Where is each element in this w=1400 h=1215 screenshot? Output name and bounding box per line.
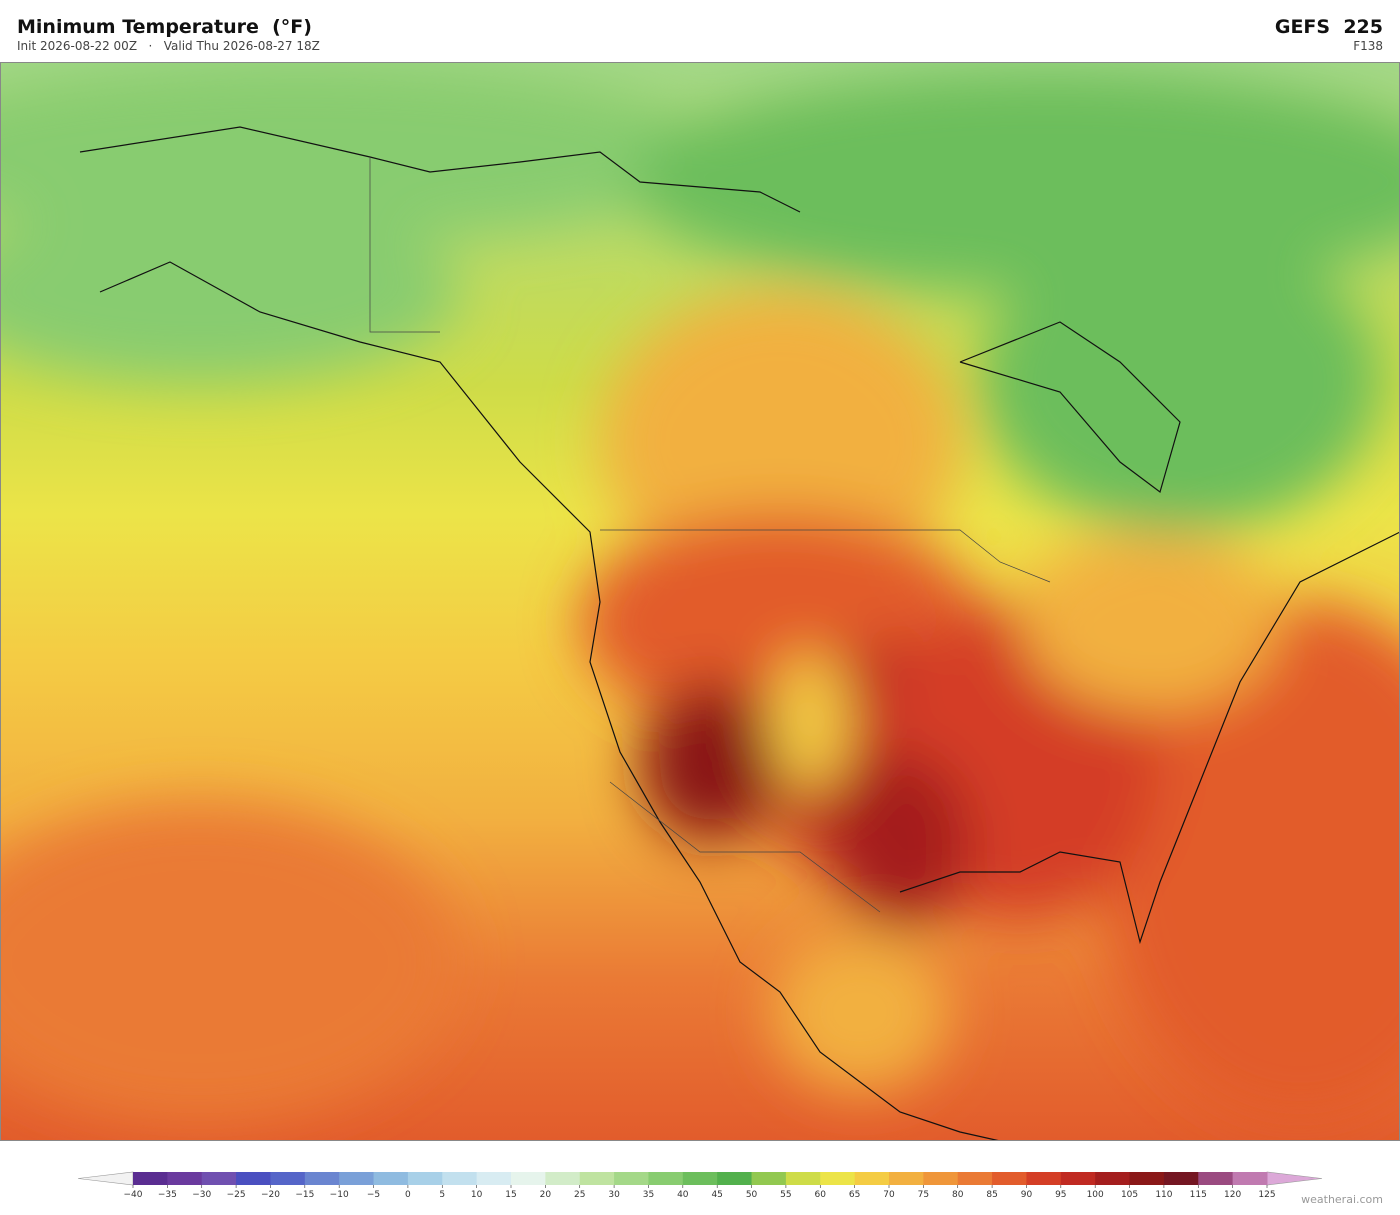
tick-label: 40 [677,1190,689,1200]
temperature-field [0,62,1400,1122]
tick-label: −25 [227,1190,246,1200]
tick-label: 30 [608,1190,620,1200]
colorbar-bin [957,1172,993,1185]
colorbar-bin [1095,1172,1131,1185]
watermark: weatherai.com [1301,1193,1383,1206]
colorbar-bin [717,1172,753,1185]
tick-label: 20 [540,1190,552,1200]
colorbar-bin [579,1172,615,1185]
tick-label: 10 [471,1190,483,1200]
colorbar-bin [1232,1172,1268,1185]
tick-label: 90 [1021,1190,1033,1200]
colorbar-bin [373,1172,409,1185]
colorbar-bin [1026,1172,1062,1185]
tick-label: 105 [1121,1190,1138,1200]
tick-label: 75 [918,1190,929,1200]
colorbar-bin [682,1172,718,1185]
map [0,62,1400,1141]
colorbar-bin [407,1172,443,1185]
coastline [79,126,1400,1141]
subtitle: Init 2026-08-22 00Z · Valid Thu 2026-08-… [17,39,320,53]
colorbar-bin [923,1172,959,1185]
tick-label: 35 [643,1190,654,1200]
tick-label: 120 [1224,1190,1241,1200]
tick-label: −40 [124,1190,143,1200]
title: Minimum Temperature (°F) [17,16,312,38]
colorbar-bin [270,1172,306,1185]
colorbar-bin [1060,1172,1096,1185]
tick-label: 70 [883,1190,895,1200]
tick-label: 45 [711,1190,722,1200]
tick-label: 55 [780,1190,791,1200]
tick-label: 115 [1190,1190,1207,1200]
colorbar-bin [648,1172,684,1185]
forecast-hour: F138 [1353,39,1383,53]
tick-label: 0 [405,1190,411,1200]
colorbar-bin [442,1172,478,1185]
colorbar-bin [1129,1172,1165,1185]
tick-label: 60 [815,1190,827,1200]
tick-label: 5 [439,1190,445,1200]
tick-label: 50 [746,1190,758,1200]
tick-label: −15 [295,1190,314,1200]
tick-label: 15 [505,1190,516,1200]
colorbar-bin [1163,1172,1199,1185]
colorbar: −40 −35 −30 −25 −20 −15 −10 −5 0 5 10 15 20 25 30 35 40 4… [77,1171,1323,1200]
colorbar-bin [889,1172,924,1185]
tick-label: 125 [1258,1190,1275,1200]
colorbar-bin [614,1172,649,1185]
colorbar-bin [133,1172,168,1185]
colorbar-bin [820,1172,856,1185]
colorbar-bin [339,1172,375,1185]
tick-label: 100 [1087,1190,1104,1200]
colorbar-bin [167,1172,203,1185]
colorbar-bin [476,1172,512,1185]
tick-label: 65 [849,1190,860,1200]
tick-label: −5 [367,1190,380,1200]
tick-label: −10 [330,1190,349,1200]
colorbar-bin [751,1172,787,1185]
colorbar-under [77,1171,134,1186]
tick-label: 110 [1155,1190,1172,1200]
colorbar-over [1266,1171,1323,1186]
tick-label: −20 [261,1190,280,1200]
colorbar-bin [992,1172,1027,1185]
colorbar-bin [236,1172,271,1185]
tick-label: 80 [952,1190,964,1200]
colorbar-bin [201,1172,237,1185]
tick-label: 95 [1055,1190,1066,1200]
colorbar-bin [854,1172,890,1185]
colorbar-bin [304,1172,340,1185]
colorbar-bin [511,1172,546,1185]
borders [369,157,1051,913]
tick-label: −30 [192,1190,211,1200]
model-label: GEFS 225 [1274,16,1383,38]
colorbar-bin [545,1172,581,1185]
colorbar-bin [1198,1172,1234,1185]
tick-label: 85 [986,1190,997,1200]
tick-label: −35 [158,1190,177,1200]
tick-label: 25 [574,1190,585,1200]
colorbar-bin [785,1172,821,1185]
